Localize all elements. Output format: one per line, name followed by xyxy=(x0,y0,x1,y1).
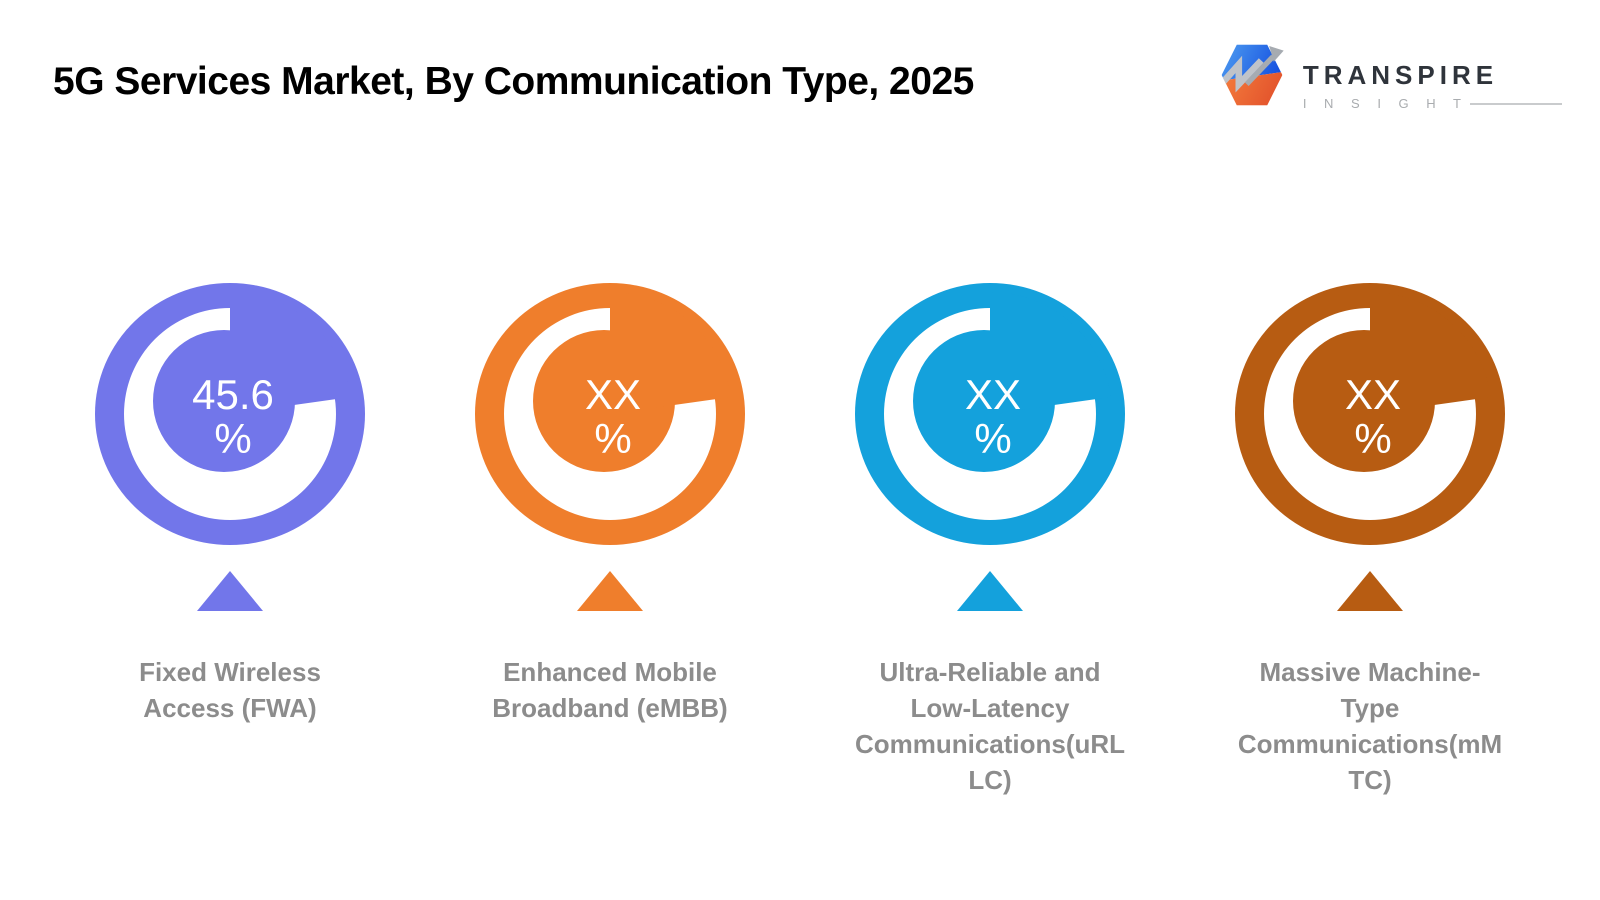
page-title: 5G Services Market, By Communication Typ… xyxy=(53,60,974,103)
donut-value: XX xyxy=(1345,371,1401,418)
donut-chart-mmtc: XX % xyxy=(1235,283,1505,545)
kpi-card-urllc: XX % Ultra-Reliable and Low-Latency Comm… xyxy=(800,283,1180,799)
donut-gap-wedge xyxy=(230,292,351,414)
triangle-up-icon xyxy=(577,571,643,611)
donut-unit: % xyxy=(974,415,1011,462)
donut-unit: % xyxy=(594,415,631,462)
category-label-fwa: Fixed Wireless Access (FWA) xyxy=(139,657,321,723)
donut-unit: % xyxy=(214,415,251,462)
brand-logo: TRANSPIRE I N S I G H T xyxy=(1215,42,1562,110)
brand-tagline: I N S I G H T xyxy=(1302,96,1468,111)
donut-chart-fwa: 45.6 % xyxy=(95,283,365,545)
brand-rule xyxy=(1470,102,1562,105)
donut-value: XX xyxy=(585,371,641,418)
logo-icon xyxy=(1221,44,1284,106)
kpi-card-fwa: 45.6 % Fixed Wireless Access (FWA) xyxy=(40,283,420,799)
category-label-mmtc: Massive Machine- Type Communications(mM … xyxy=(1237,657,1503,795)
triangle-up-icon xyxy=(957,571,1023,611)
donut-chart-embb: XX % xyxy=(475,283,745,545)
brand-name: TRANSPIRE xyxy=(1302,60,1499,90)
triangle-up-icon xyxy=(1337,571,1403,611)
donut-unit: % xyxy=(1354,415,1391,462)
donut-gap-wedge xyxy=(1370,292,1491,414)
kpi-cards-row: 45.6 % Fixed Wireless Access (FWA) XX % … xyxy=(40,283,1560,799)
kpi-card-mmtc: XX % Massive Machine- Type Communication… xyxy=(1180,283,1560,799)
category-label-urllc: Ultra-Reliable and Low-Latency Communica… xyxy=(854,657,1126,795)
donut-gap-wedge xyxy=(610,292,731,414)
donut-value: 45.6 xyxy=(192,371,274,418)
logo-text: TRANSPIRE I N S I G H T xyxy=(1303,62,1562,110)
brand-subline: I N S I G H T xyxy=(1303,97,1562,110)
donut-gap-wedge xyxy=(990,292,1111,414)
category-label-embb: Enhanced Mobile Broadband (eMBB) xyxy=(492,657,728,723)
triangle-up-icon xyxy=(197,571,263,611)
donut-chart-urllc: XX % xyxy=(855,283,1125,545)
kpi-card-embb: XX % Enhanced Mobile Broadband (eMBB) xyxy=(420,283,800,799)
donut-value: XX xyxy=(965,371,1021,418)
